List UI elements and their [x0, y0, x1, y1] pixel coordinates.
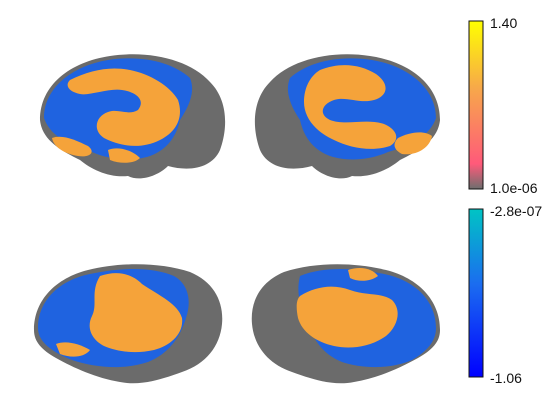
positive-activation-region	[52, 136, 92, 157]
positive-activation-region	[67, 68, 180, 146]
brain-bottom-right-medial	[251, 264, 440, 384]
colorbar-positive	[468, 20, 484, 190]
colorbar-negative-max-label: -2.8e-07	[490, 203, 543, 219]
positive-activation-region	[304, 65, 397, 149]
brain-top-left-lateral	[40, 54, 226, 179]
colorbar-negative	[468, 208, 484, 378]
colorbar-positive-max-label: 1.40	[490, 15, 518, 31]
positive-activation-region	[89, 273, 183, 353]
positive-activation-region	[348, 268, 378, 281]
positive-activation-region	[56, 342, 90, 357]
colorbar-positive-gradient	[468, 20, 484, 190]
positive-activation-region	[108, 148, 140, 163]
colorbar-negative-gradient	[468, 208, 484, 378]
positive-activation-region	[394, 132, 432, 155]
colorbar-positive-min-label: 1.0e-06	[490, 180, 538, 196]
brain-bottom-left-medial	[34, 264, 223, 384]
colorbar-negative-min-label: -1.06	[490, 370, 522, 386]
brain-top-right-lateral	[254, 54, 440, 179]
positive-activation-region	[296, 286, 398, 348]
